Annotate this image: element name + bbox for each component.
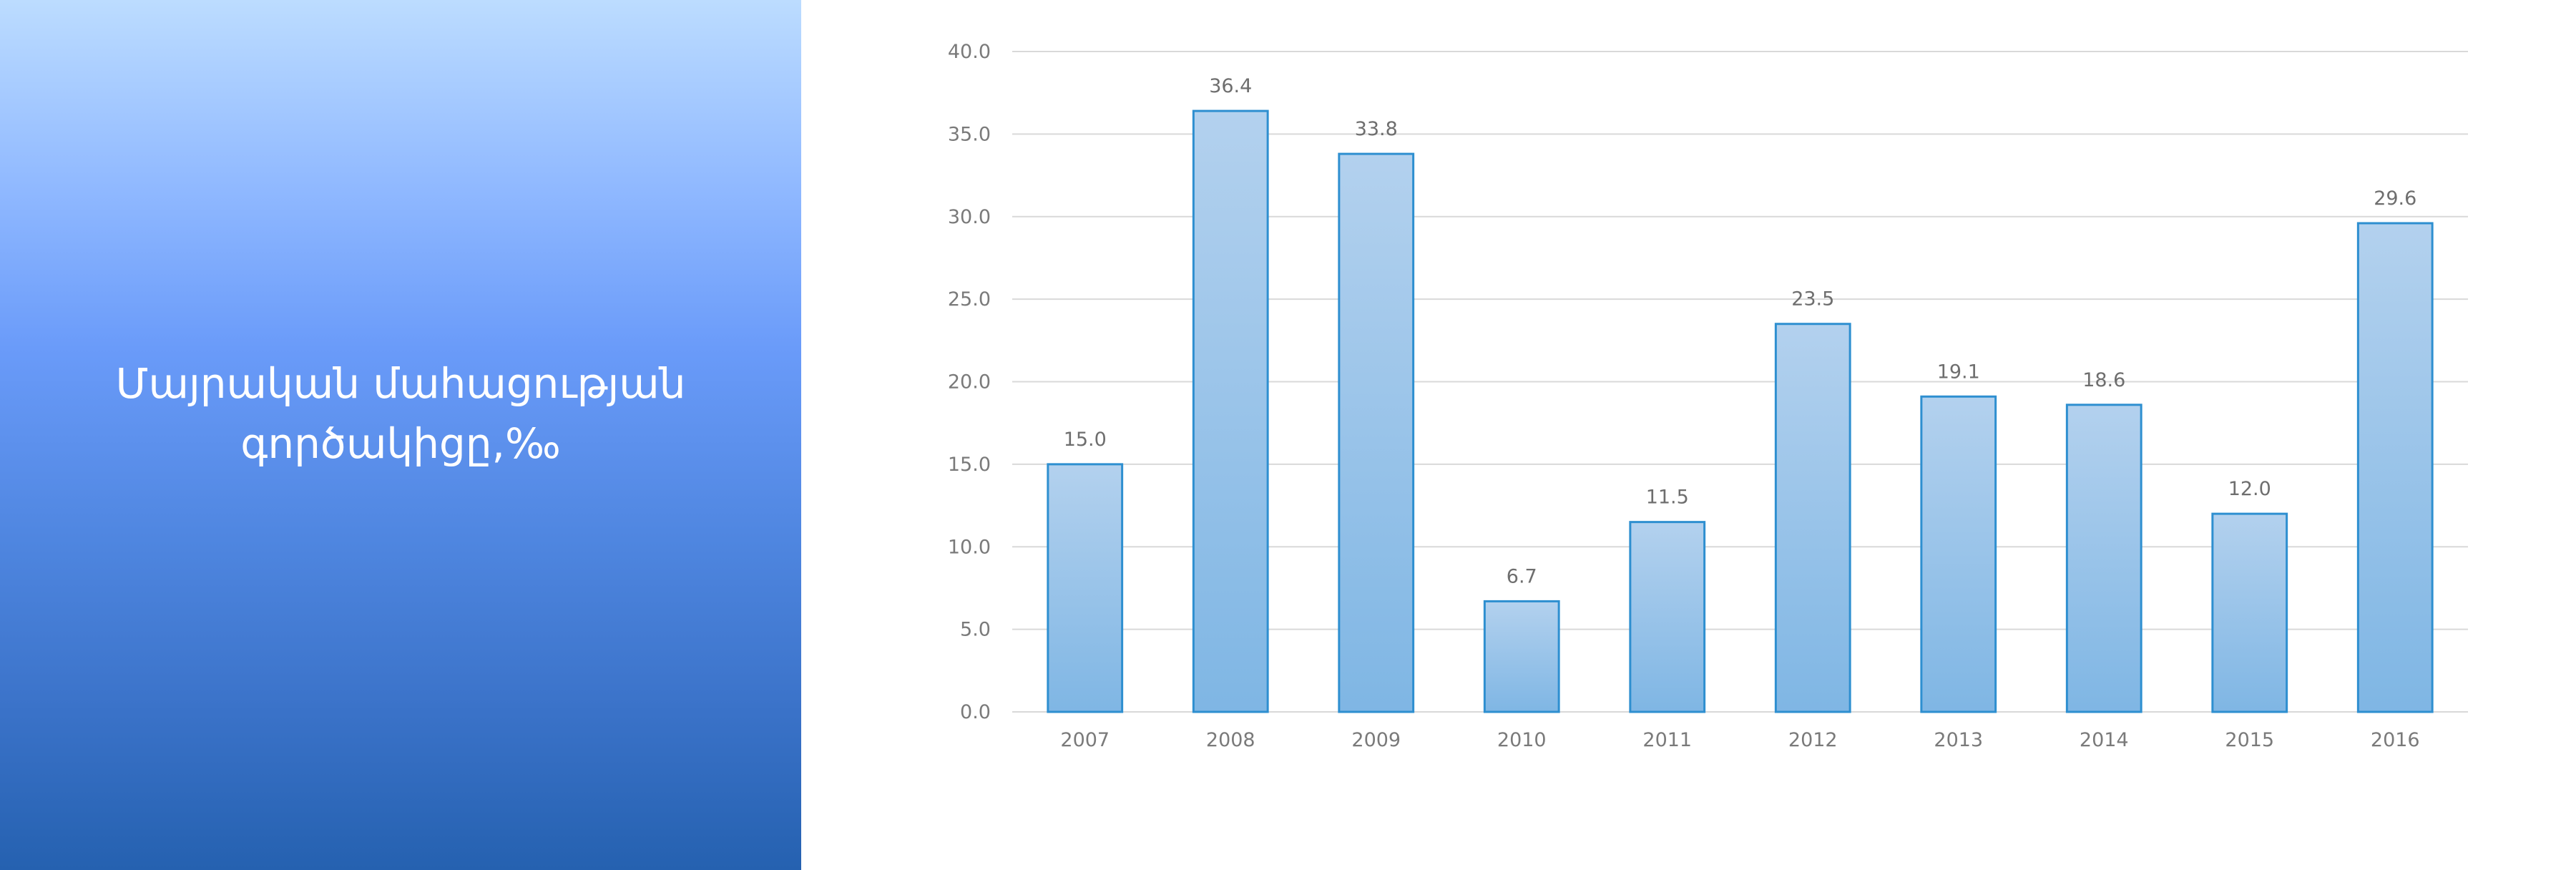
- bar-2008: [1192, 109, 1269, 713]
- bar-2010: [1483, 600, 1560, 713]
- y-tick-label: 15.0: [948, 454, 991, 476]
- data-label-2011: 11.5: [1646, 487, 1689, 509]
- bar-2015: [2211, 512, 2288, 713]
- x-tick-label-2012: 2012: [1788, 729, 1838, 751]
- y-tick-label: 5.0: [960, 619, 991, 641]
- data-labels: 15.0 36.4 33.8 6.7 11.5 23.5 19.1 18.6 12.0 29.6: [1064, 75, 2417, 587]
- x-tick-label-2009: 2009: [1351, 729, 1401, 751]
- data-label-2015: 12.0: [2228, 478, 2271, 500]
- x-tick-label-2007: 2007: [1060, 729, 1110, 751]
- data-label-2009: 33.8: [1355, 118, 1398, 140]
- bar-2016: [2356, 222, 2434, 713]
- y-tick-label: 20.0: [948, 371, 991, 394]
- y-tick-label: 30.0: [948, 206, 991, 228]
- data-label-2007: 15.0: [1064, 429, 1107, 451]
- bar-2009: [1338, 152, 1415, 713]
- chart-svg: 0.0 5.0 10.0 15.0 20.0 25.0 30.0 35.0 40.0 15.0 3…: [948, 41, 2468, 751]
- bar-2007: [1047, 463, 1124, 713]
- bar-2011: [1629, 521, 1706, 713]
- bar-chart: 0.0 5.0 10.0 15.0 20.0 25.0 30.0 35.0 40.0 15.0 3…: [801, 0, 2576, 870]
- data-label-2008: 36.4: [1209, 75, 1252, 97]
- x-tick-label-2010: 2010: [1497, 729, 1547, 751]
- x-tick-label-2014: 2014: [2080, 729, 2129, 751]
- data-label-2016: 29.6: [2374, 187, 2416, 210]
- data-label-2010: 6.7: [1507, 565, 1537, 587]
- y-axis-ticks: 0.0 5.0 10.0 15.0 20.0 25.0 30.0 35.0 40.0: [948, 41, 991, 723]
- bar-2013: [1920, 395, 1997, 713]
- data-label-2013: 19.1: [1937, 361, 1980, 383]
- bars: [1047, 109, 2434, 713]
- x-axis-ticks: 2007 2008 2009 2010 2011 2012 2013 2014 2015 2016: [1060, 729, 2419, 751]
- y-tick-label: 0.0: [960, 701, 991, 723]
- bar-2014: [2065, 404, 2142, 713]
- bar-2012: [1774, 323, 1851, 713]
- data-label-2014: 18.6: [2082, 369, 2125, 391]
- x-tick-label-2013: 2013: [1934, 729, 1983, 751]
- x-tick-label-2015: 2015: [2225, 729, 2274, 751]
- data-label-2012: 23.5: [1791, 288, 1834, 311]
- y-tick-label: 10.0: [948, 536, 991, 558]
- x-tick-label-2011: 2011: [1642, 729, 1692, 751]
- y-tick-label: 40.0: [948, 41, 991, 63]
- y-tick-label: 25.0: [948, 288, 991, 311]
- x-tick-label-2016: 2016: [2371, 729, 2420, 751]
- x-tick-label-2008: 2008: [1206, 729, 1255, 751]
- title-panel: Մայրական մահացության գործակիցը,‰: [0, 0, 801, 870]
- panel-title: Մայրական մահացության գործակիցը,‰: [115, 359, 686, 468]
- y-tick-label: 35.0: [948, 123, 991, 145]
